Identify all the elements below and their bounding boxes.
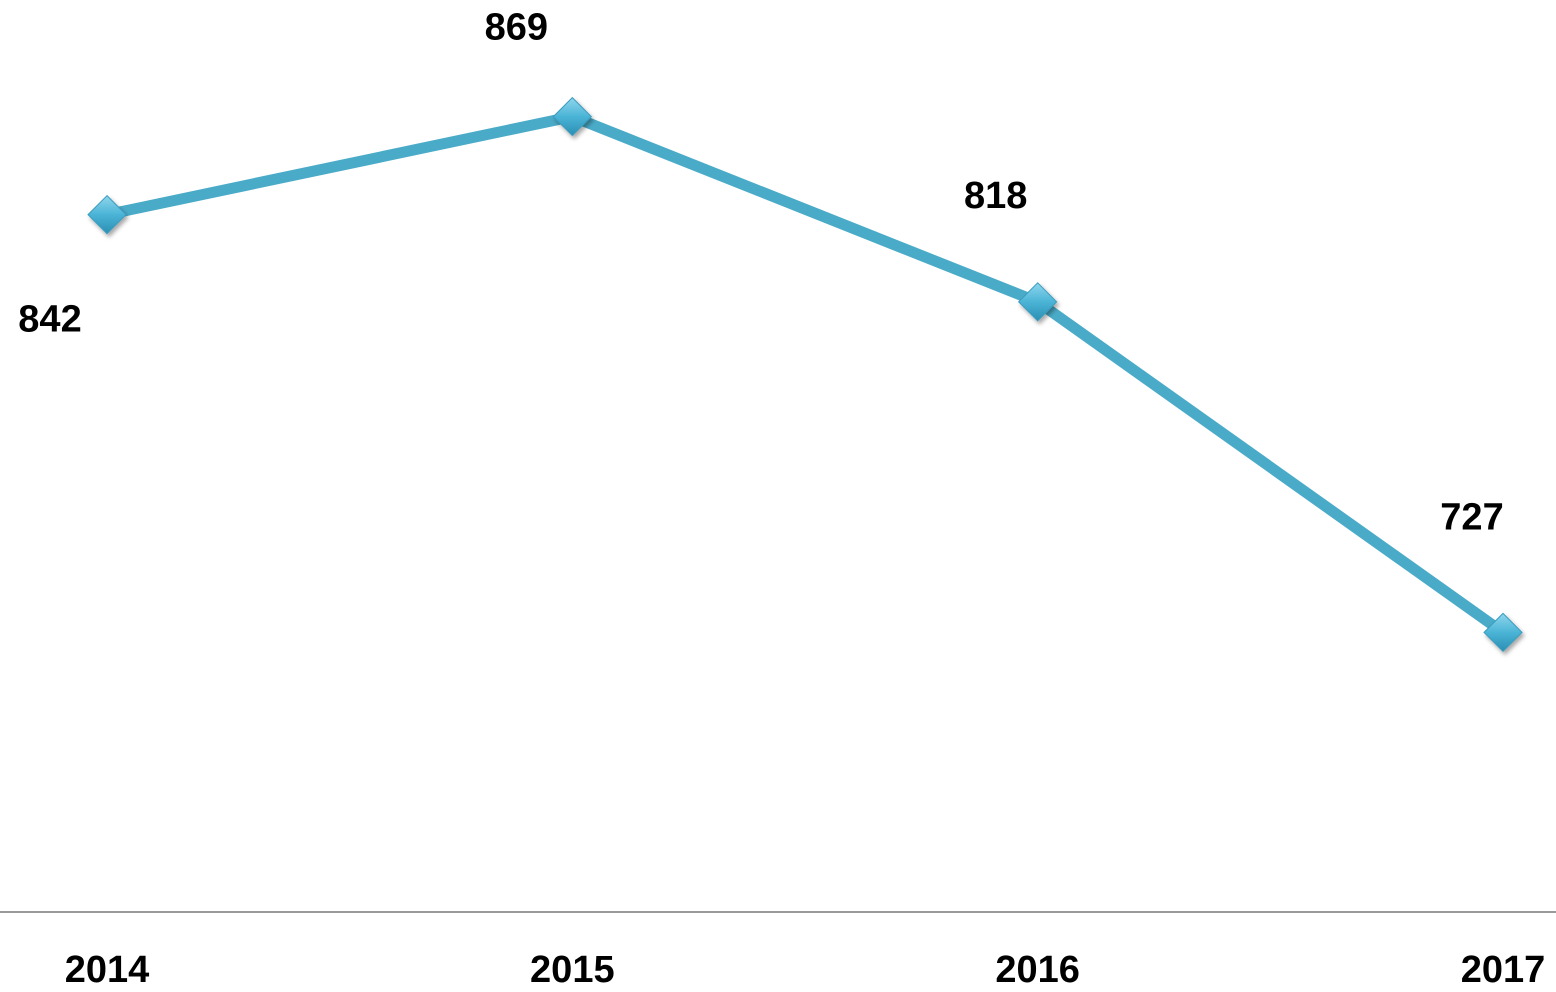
x-tick-label: 2017 [1461,949,1546,991]
marker [1017,282,1058,322]
x-tick-label: 2014 [65,949,150,991]
data-label: 727 [1440,496,1503,538]
data-label: 869 [485,7,548,49]
data-label: 842 [18,299,81,341]
marker [552,96,593,137]
marker [87,194,127,235]
marker [1483,612,1523,653]
data-label: 818 [964,175,1027,217]
x-tick-label: 2016 [995,949,1080,991]
x-tick-label: 2015 [530,949,615,991]
line [105,111,1507,637]
